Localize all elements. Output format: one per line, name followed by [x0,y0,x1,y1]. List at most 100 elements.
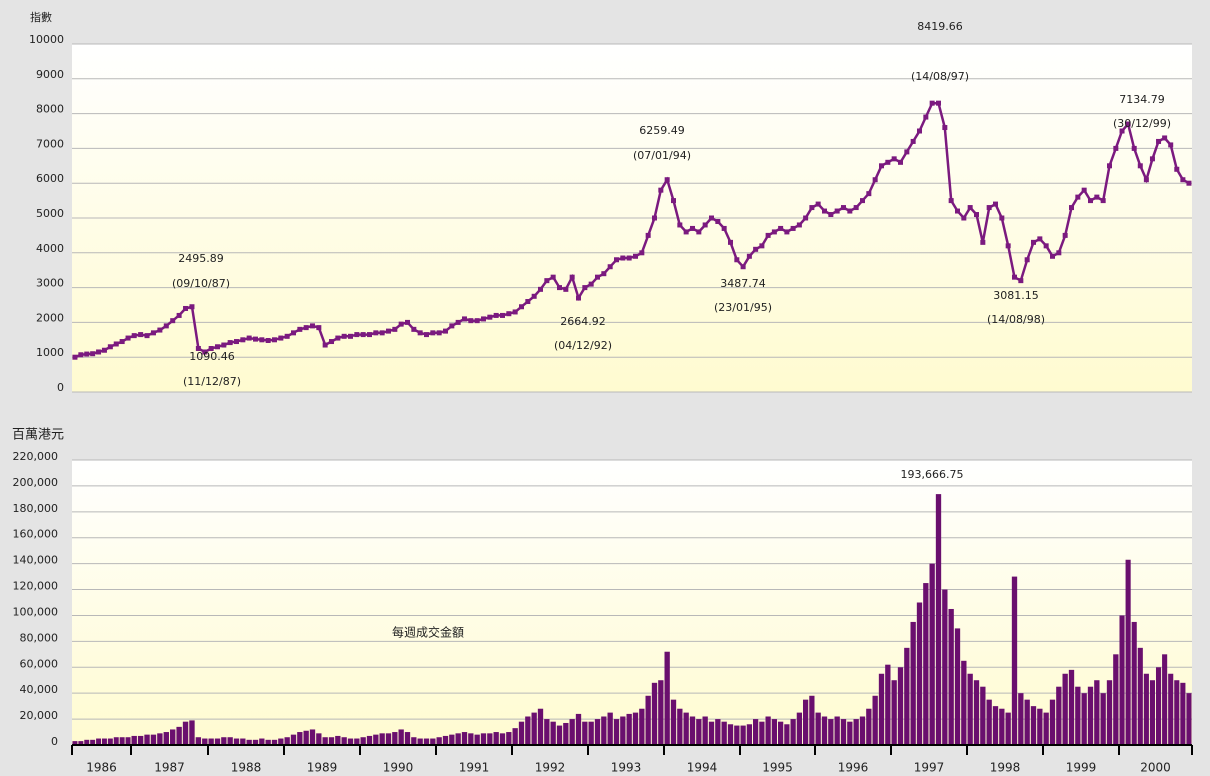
index-marker [809,205,815,211]
index-marker [506,311,512,317]
turnover-bar [866,708,872,745]
index-marker [90,351,96,357]
turnover-bar [778,721,784,745]
turnover-bar [556,725,563,745]
index-marker [595,274,600,280]
index-marker [424,332,429,338]
turnover-bar [601,716,607,745]
index-marker [721,225,727,231]
index-marker [354,332,360,338]
y-tick-label: 10000 [29,33,64,46]
turnover-bar [398,729,404,745]
y2-tick-label: 200,000 [13,476,59,489]
x-tick-label: 1997 [914,761,945,775]
index-marker [677,222,683,228]
index-marker [557,285,562,291]
turnover-bar [189,720,195,745]
index-marker [113,341,119,347]
turnover-bar [1062,673,1068,745]
y2-tick-label: 180,000 [13,502,59,515]
turnover-bar [670,699,677,745]
index-marker [316,325,322,331]
turnover-bar [84,739,90,745]
turnover-bar [1113,654,1119,745]
index-marker [601,271,607,277]
y-tick-label: 7000 [36,137,64,150]
x-tick-label: 1990 [383,761,414,775]
turnover-bar [107,738,113,745]
index-marker [157,327,163,333]
index-marker [405,319,410,325]
annotation-value: 3487.74 [720,277,766,290]
turnover-bar [411,737,417,745]
index-marker [272,337,277,343]
index-marker [101,347,107,353]
turnover-bar [1068,669,1075,745]
turnover-bar [790,719,796,745]
annotation-date: (07/01/94) [633,149,691,162]
turnover-bar [72,741,78,745]
index-marker [1024,257,1030,263]
turnover-bar [195,737,202,745]
turnover-bar [373,734,379,745]
x-tick-label: 1989 [307,761,338,775]
turnover-bar [442,735,449,745]
index-marker [1107,163,1112,169]
index-marker [379,330,385,336]
turnover-bar [569,719,575,745]
index-marker [664,177,670,183]
annotation-value: 7134.79 [1119,93,1165,106]
x-tick-label: 1987 [154,761,185,775]
index-marker [221,342,227,348]
turnover-bar [176,726,182,745]
index-marker [150,330,156,336]
x-tick-label: 1988 [231,761,262,775]
index-marker [999,215,1005,221]
turnover-bar [658,680,664,745]
index-marker [531,293,537,299]
turnover-bar [1174,680,1180,745]
turnover-bar [101,738,107,745]
turnover-bar [227,737,233,745]
index-marker [253,336,258,342]
turnover-bar [316,733,322,745]
index-marker [834,208,840,214]
index-marker [639,250,645,256]
index-marker [1037,236,1043,242]
turnover-bar [525,716,531,745]
turnover-bar [157,733,163,745]
turnover-bar [347,738,354,745]
turnover-bar [916,602,923,745]
index-marker [78,352,84,358]
turnover-bar [290,734,297,745]
index-marker [392,326,398,332]
turnover-bar [144,734,150,745]
index-marker [1131,145,1137,151]
y-tick-label: 1000 [36,346,64,359]
index-marker [259,337,265,343]
turnover-bar [948,608,954,745]
turnover-bar [284,737,290,745]
turnover-bar [607,712,613,745]
turnover-bar [1180,682,1186,745]
index-marker [1125,121,1131,127]
index-marker [728,239,733,245]
turnover-bar [1049,699,1056,745]
index-marker [84,351,90,357]
turnover-bar [809,695,815,745]
annotation-date: (23/01/95) [714,301,772,314]
turnover-bar [506,732,512,745]
index-marker [709,215,714,221]
index-marker [544,278,550,284]
y2-tick-label: 120,000 [13,580,59,593]
index-marker [430,330,436,336]
turnover-bar [885,664,891,745]
x-tick-label: 1986 [86,761,117,775]
y2-tick-label: 80,000 [20,631,59,644]
index-marker [607,264,613,270]
index-marker [1113,145,1119,151]
y2-tick-label: 100,000 [13,605,59,618]
index-marker [373,330,379,336]
turnover-bar [664,651,670,745]
turnover-bar [847,721,853,745]
